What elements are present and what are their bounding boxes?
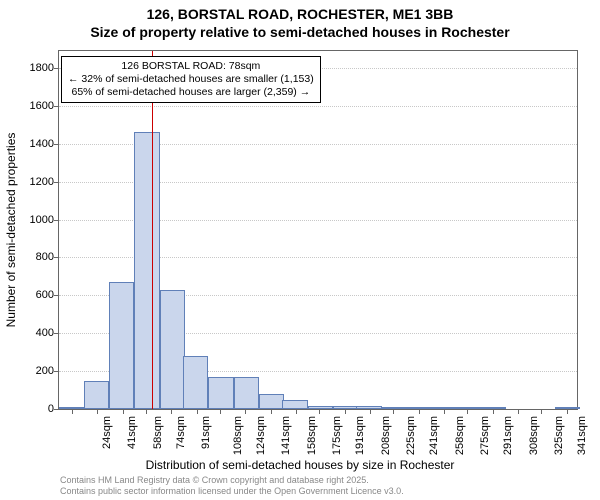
xtick-label: 141sqm bbox=[281, 416, 293, 455]
chart-container: 126, BORSTAL ROAD, ROCHESTER, ME1 3BB Si… bbox=[0, 0, 600, 500]
histogram-bar bbox=[84, 381, 109, 409]
xtick-mark bbox=[467, 409, 468, 414]
xtick-mark bbox=[518, 409, 519, 414]
title-main: 126, BORSTAL ROAD, ROCHESTER, ME1 3BB bbox=[0, 6, 600, 22]
xtick-mark bbox=[296, 409, 297, 414]
ytick-label: 0 bbox=[14, 403, 54, 415]
xtick-mark bbox=[271, 409, 272, 414]
xtick-label: 191sqm bbox=[355, 416, 367, 455]
xtick-label: 24sqm bbox=[101, 416, 113, 449]
xtick-mark bbox=[245, 409, 246, 414]
credits: Contains HM Land Registry data © Crown c… bbox=[60, 475, 404, 497]
xtick-label: 108sqm bbox=[232, 416, 244, 455]
xtick-label: 41sqm bbox=[127, 416, 139, 449]
ytick-mark bbox=[54, 106, 59, 107]
ytick-mark bbox=[54, 371, 59, 372]
annotation-box: 126 BORSTAL ROAD: 78sqm ← 32% of semi-de… bbox=[61, 56, 321, 103]
marker-line bbox=[152, 51, 153, 409]
xtick-label: 275sqm bbox=[479, 416, 491, 455]
xtick-mark bbox=[123, 409, 124, 414]
xtick-mark bbox=[345, 409, 346, 414]
xtick-label: 241sqm bbox=[429, 416, 441, 455]
xtick-label: 74sqm bbox=[175, 416, 187, 449]
ytick-label: 1000 bbox=[14, 214, 54, 226]
xtick-mark bbox=[541, 409, 542, 414]
xtick-label: 258sqm bbox=[454, 416, 466, 455]
xtick-label: 325sqm bbox=[553, 416, 565, 455]
xtick-mark bbox=[393, 409, 394, 414]
xtick-mark bbox=[419, 409, 420, 414]
ytick-mark bbox=[54, 257, 59, 258]
histogram-bar bbox=[183, 356, 208, 409]
xtick-mark bbox=[444, 409, 445, 414]
ytick-mark bbox=[54, 144, 59, 145]
gridline-h bbox=[59, 106, 577, 107]
ytick-mark bbox=[54, 409, 59, 410]
xtick-mark bbox=[97, 409, 98, 414]
xtick-mark bbox=[171, 409, 172, 414]
xtick-mark bbox=[197, 409, 198, 414]
xtick-label: 124sqm bbox=[255, 416, 267, 455]
ytick-mark bbox=[54, 182, 59, 183]
xtick-label: 225sqm bbox=[405, 416, 417, 455]
xtick-mark bbox=[370, 409, 371, 414]
ytick-label: 1600 bbox=[14, 100, 54, 112]
xtick-mark bbox=[72, 409, 73, 414]
annotation-line3: 65% of semi-detached houses are larger (… bbox=[68, 86, 314, 99]
ytick-label: 400 bbox=[14, 327, 54, 339]
xtick-label: 341sqm bbox=[577, 416, 589, 455]
annotation-line1: 126 BORSTAL ROAD: 78sqm bbox=[68, 60, 314, 73]
ytick-mark bbox=[54, 333, 59, 334]
xtick-label: 175sqm bbox=[331, 416, 343, 455]
histogram-bar bbox=[109, 282, 134, 409]
xtick-label: 291sqm bbox=[503, 416, 515, 455]
xtick-label: 308sqm bbox=[528, 416, 540, 455]
x-axis-label: Distribution of semi-detached houses by … bbox=[0, 458, 600, 472]
xtick-mark bbox=[567, 409, 568, 414]
ytick-label: 1400 bbox=[14, 138, 54, 150]
credits-line1: Contains HM Land Registry data © Crown c… bbox=[60, 475, 404, 486]
xtick-label: 91sqm bbox=[201, 416, 213, 449]
histogram-bar bbox=[259, 394, 284, 409]
xtick-label: 208sqm bbox=[380, 416, 392, 455]
ytick-label: 800 bbox=[14, 251, 54, 263]
histogram-bar bbox=[282, 400, 307, 409]
ytick-label: 1800 bbox=[14, 62, 54, 74]
xtick-mark bbox=[220, 409, 221, 414]
ytick-mark bbox=[54, 295, 59, 296]
histogram-bar bbox=[160, 290, 185, 409]
xtick-mark bbox=[146, 409, 147, 414]
plot-area: 126 BORSTAL ROAD: 78sqm ← 32% of semi-de… bbox=[58, 50, 578, 410]
ytick-label: 200 bbox=[14, 365, 54, 377]
xtick-label: 158sqm bbox=[306, 416, 318, 455]
ytick-mark bbox=[54, 68, 59, 69]
histogram-bar bbox=[134, 132, 159, 409]
xtick-mark bbox=[319, 409, 320, 414]
annotation-line2: ← 32% of semi-detached houses are smalle… bbox=[68, 73, 314, 86]
title-sub: Size of property relative to semi-detach… bbox=[0, 24, 600, 40]
histogram-bar bbox=[234, 377, 259, 409]
ytick-label: 1200 bbox=[14, 176, 54, 188]
xtick-label: 58sqm bbox=[152, 416, 164, 449]
xtick-mark bbox=[493, 409, 494, 414]
credits-line2: Contains public sector information licen… bbox=[60, 486, 404, 497]
histogram-bar bbox=[208, 377, 233, 409]
ytick-label: 600 bbox=[14, 289, 54, 301]
ytick-mark bbox=[54, 220, 59, 221]
